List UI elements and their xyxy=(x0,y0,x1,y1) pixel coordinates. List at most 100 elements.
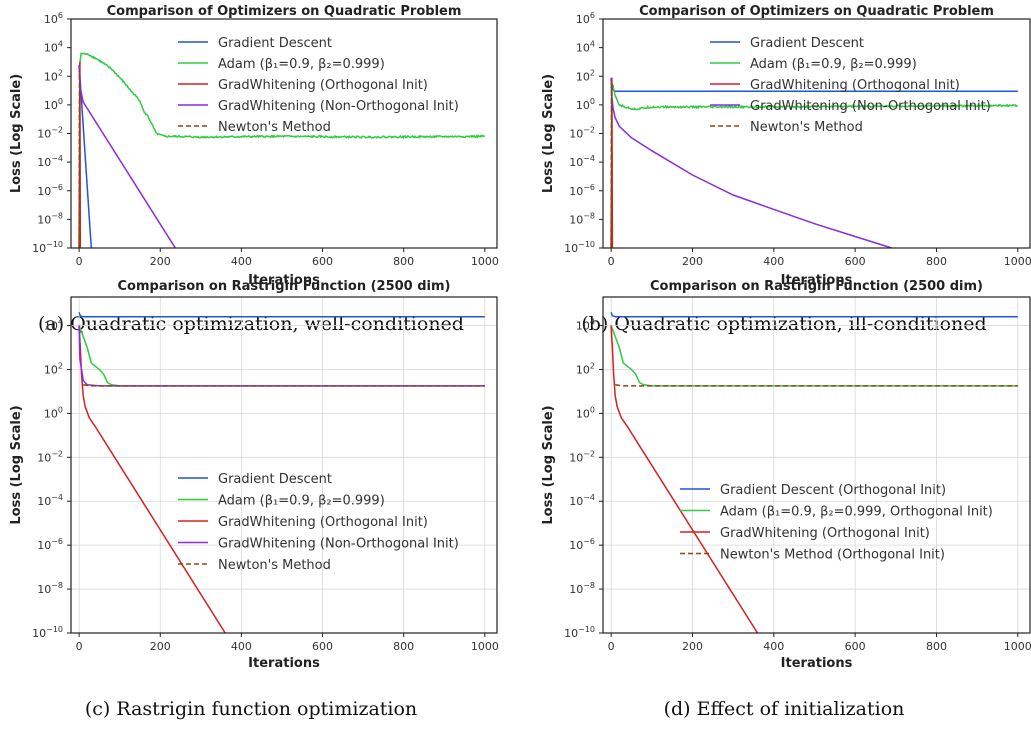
legend-entry: Adam (β₁=0.9, β₂=0.999) xyxy=(218,57,385,72)
x-tick-label: 200 xyxy=(150,640,171,653)
x-tick-label: 1000 xyxy=(1004,255,1031,268)
chart-panel-0: 0 200 400 600 800 1000 106 104 102 100 10−2 10−4 10−… xyxy=(9,4,499,335)
figure-caption: (c) Rastrigin function optimization xyxy=(85,698,417,720)
legend-entry: GradWhitening (Orthogonal Init) xyxy=(750,78,960,93)
legend-entry: Gradient Descent xyxy=(750,36,864,51)
chart-panel-3: 0 200 400 600 800 1000 104 102 100 10−2 10−4 10−6 10… xyxy=(541,279,1031,720)
figure-caption: (a) Quadratic optimization, well-conditi… xyxy=(38,313,464,335)
y-tick-label: 10−8 xyxy=(37,581,63,596)
y-tick-label: 10−2 xyxy=(37,449,63,464)
y-tick-label: 100 xyxy=(576,405,595,420)
y-tick-label: 10−10 xyxy=(32,240,63,255)
y-tick-label: 10−4 xyxy=(569,493,595,508)
series-line-gw_orth xyxy=(610,325,759,633)
legend: Gradient Descent (Orthogonal Init) Adam (… xyxy=(680,483,993,563)
legend-entry: Newton's Method xyxy=(218,558,331,573)
y-tick-label: 104 xyxy=(44,40,63,55)
legend-entry: GradWhitening (Non-Orthogonal Init) xyxy=(218,99,459,114)
x-tick-label: 400 xyxy=(763,640,784,653)
series-line-adam xyxy=(610,82,1019,111)
y-tick-label: 10−4 xyxy=(569,154,595,169)
y-tick-label: 10−6 xyxy=(37,537,63,552)
x-tick-label: 800 xyxy=(926,640,947,653)
y-tick-label: 104 xyxy=(44,318,63,333)
x-tick-label: 0 xyxy=(608,640,615,653)
y-tick-label: 10−2 xyxy=(37,126,63,141)
x-tick-label: 400 xyxy=(231,640,252,653)
y-tick-label: 102 xyxy=(576,68,595,83)
y-tick-label: 10−10 xyxy=(564,240,595,255)
y-tick-label: 10−2 xyxy=(569,126,595,141)
x-tick-label: 800 xyxy=(393,255,414,268)
x-tick-label: 200 xyxy=(682,640,703,653)
legend-entry: Adam (β₁=0.9, β₂=0.999) xyxy=(218,494,385,509)
x-tick-label: 200 xyxy=(682,255,703,268)
legend-entry: GradWhitening (Orthogonal Init) xyxy=(218,515,428,530)
x-tick-label: 0 xyxy=(76,640,83,653)
x-tick-label: 0 xyxy=(76,255,83,268)
y-tick-label: 106 xyxy=(576,11,595,26)
legend-entry: Newton's Method xyxy=(218,120,331,135)
y-tick-label: 10−8 xyxy=(37,211,63,226)
y-axis-label: Loss (Log Scale) xyxy=(541,74,556,193)
x-tick-label: 0 xyxy=(608,255,615,268)
series-line-gw_orth xyxy=(78,325,226,633)
y-tick-label: 10−10 xyxy=(32,625,63,640)
y-tick-label: 102 xyxy=(44,361,63,376)
y-tick-label: 10−8 xyxy=(569,581,595,596)
x-tick-label: 600 xyxy=(845,640,866,653)
series-group xyxy=(610,77,1019,248)
x-tick-label: 600 xyxy=(312,255,333,268)
y-tick-label: 10−6 xyxy=(569,183,595,198)
chart-panel-2: 0 200 400 600 800 1000 104 102 100 10−2 10−4 10−6 10… xyxy=(9,279,499,720)
legend-entry: GradWhitening (Orthogonal Init) xyxy=(720,526,930,541)
y-axis-label: Loss (Log Scale) xyxy=(9,74,24,193)
x-tick-label: 800 xyxy=(926,255,947,268)
legend-entry: Gradient Descent xyxy=(218,472,332,487)
x-tick-label: 400 xyxy=(231,255,252,268)
y-tick-label: 104 xyxy=(576,318,595,333)
series-line-newton xyxy=(615,384,1018,387)
y-tick-label: 10−4 xyxy=(37,493,63,508)
x-axis-label: Iterations xyxy=(248,273,320,288)
y-axis-label: Loss (Log Scale) xyxy=(541,405,556,524)
legend-entry: GradWhitening (Non-Orthogonal Init) xyxy=(218,537,459,552)
y-tick-label: 100 xyxy=(576,97,595,112)
figure-caption: (b) Quadratic optimization, ill-conditio… xyxy=(581,313,986,335)
chart-title: Comparison on Rastrigin Function (2500 d… xyxy=(650,279,983,294)
x-axis-label: Iterations xyxy=(781,273,853,288)
series-group xyxy=(78,52,486,248)
y-tick-label: 106 xyxy=(44,11,63,26)
x-tick-label: 600 xyxy=(845,255,866,268)
legend-entry: GradWhitening (Orthogonal Init) xyxy=(218,78,428,93)
legend-entry: Adam (β₁=0.9, β₂=0.999) xyxy=(750,57,917,72)
series-line-gd xyxy=(610,312,1018,318)
series-group xyxy=(610,312,1018,633)
y-tick-label: 10−10 xyxy=(564,625,595,640)
x-tick-label: 200 xyxy=(150,255,171,268)
y-tick-label: 104 xyxy=(576,40,595,55)
legend-entry: Newton's Method xyxy=(750,120,863,135)
series-line-newton xyxy=(78,69,81,248)
figure-caption: (d) Effect of initialization xyxy=(664,698,905,720)
legend: Gradient Descent Adam (β₁=0.9, β₂=0.999) G… xyxy=(178,472,459,573)
y-tick-label: 10−2 xyxy=(569,449,595,464)
series-group xyxy=(78,312,485,633)
y-tick-label: 10−6 xyxy=(37,183,63,198)
legend-entry: Gradient Descent (Orthogonal Init) xyxy=(720,483,946,498)
legend: Gradient Descent Adam (β₁=0.9, β₂=0.999) G… xyxy=(178,36,459,135)
x-tick-label: 1000 xyxy=(471,640,499,653)
chart-title: Comparison of Optimizers on Quadratic Pr… xyxy=(107,4,462,19)
y-tick-label: 100 xyxy=(44,405,63,420)
series-line-gw_orth xyxy=(78,61,82,248)
y-tick-label: 10−8 xyxy=(569,211,595,226)
y-tick-label: 10−4 xyxy=(37,154,63,169)
series-line-newton xyxy=(610,80,613,248)
y-tick-label: 100 xyxy=(44,97,63,112)
series-line-gw_nonorth xyxy=(610,77,892,248)
series-line-gw_nonorth xyxy=(78,64,176,248)
legend-entry: Gradient Descent xyxy=(218,36,332,51)
legend-entry: Newton's Method (Orthogonal Init) xyxy=(720,548,945,563)
y-tick-label: 102 xyxy=(44,68,63,83)
